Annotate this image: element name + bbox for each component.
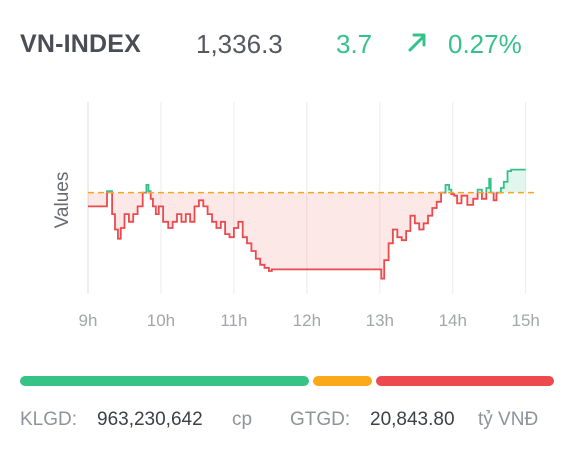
index-change-percent: 0.27%: [448, 29, 522, 59]
x-tick-label: 10h: [147, 311, 175, 330]
x-tick-label: 11h: [220, 311, 247, 330]
klgd-value: 963,230,642: [97, 409, 203, 430]
breadth-unchanged-bar: [313, 376, 372, 386]
index-header: VN-INDEX 1,336.3 3.7 0.27%: [20, 26, 547, 62]
gtgd-unit: tỷ VNĐ: [478, 409, 539, 430]
gtgd-value: 20,843.80: [370, 409, 455, 430]
x-tick-label: 14h: [439, 311, 467, 330]
index-name: VN-INDEX: [20, 30, 142, 58]
index-value: 1,336.3: [196, 29, 283, 59]
x-tick-label: 12h: [293, 311, 321, 330]
y-axis-label: Values: [52, 172, 73, 229]
trading-summary: KLGD: 963,230,642 cp GTGD: 20,843.80 tỷ …: [20, 406, 555, 434]
x-tick-label: 15h: [512, 311, 540, 330]
breadth-declining-bar: [376, 376, 554, 386]
arrow-up-right-icon: [402, 27, 432, 71]
klgd-unit: cp: [232, 409, 253, 430]
breadth-advancing-bar: [20, 376, 309, 386]
index-change: 3.7: [336, 29, 373, 59]
intraday-chart: 9h 10h 11h 12h 13h 14h 15h Values: [52, 102, 540, 330]
x-tick-label: 13h: [366, 311, 394, 330]
klgd-label: KLGD:: [20, 409, 78, 430]
x-tick-label: 9h: [79, 311, 98, 330]
series-line-down: [88, 192, 502, 280]
gtgd-label: GTGD:: [290, 409, 351, 430]
